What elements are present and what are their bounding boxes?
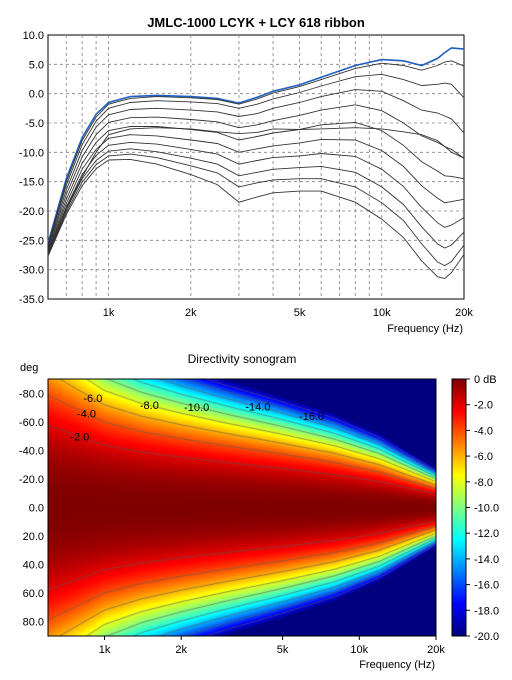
sonogram-y-tick: -80.0 (19, 388, 44, 400)
series-line (47, 148, 465, 256)
sonogram-y-tick: 40.0 (23, 560, 44, 572)
sonogram-y-tick: -60.0 (19, 417, 44, 429)
y-axis-label: deg (20, 362, 38, 374)
series-line (47, 121, 465, 252)
colorbar (452, 379, 466, 636)
y-tick-label: -15.0 (19, 177, 44, 189)
chart-title: JMLC-1000 LCYK + LCY 618 ribbon (147, 15, 365, 30)
colorbar-tick-label: -20.0 (474, 631, 499, 643)
contour-label: -14.0 (245, 402, 270, 414)
x-axis-ticks: 1k 2k 5k 10k 20k (103, 307, 474, 319)
x-tick-label: 5k (294, 307, 306, 319)
x-tick-label: 20k (455, 307, 473, 319)
contour-labels: -6.0 -4.0 -8.0 -10.0 -14.0 -16.0 -2.0 (70, 393, 324, 443)
colorbar-tick-label: -8.0 (474, 477, 493, 489)
series-line (47, 73, 465, 247)
y-tick-label: -20.0 (19, 206, 44, 218)
sonogram-x-tick: 1k (99, 644, 111, 656)
y-tick-label: 10.0 (23, 30, 44, 42)
sonogram-y-ticks: -80.0 -60.0 -40.0 -20.0 0.0 20.0 40.0 60.0 80.0 (19, 388, 44, 628)
y-tick-label: -10.0 (19, 147, 44, 159)
y-tick-label: -25.0 (19, 235, 44, 247)
sonogram-y-tick: 60.0 (23, 588, 44, 600)
series-line (47, 153, 465, 267)
x-tick-label: 10k (373, 307, 391, 319)
series-lines (47, 47, 465, 279)
colorbar-tick-label: -14.0 (474, 554, 499, 566)
y-tick-label: -35.0 (19, 294, 44, 306)
sonogram-x-ticks: 1k 2k 5k 10k 20k (99, 636, 445, 656)
colorbar-tick-label: -18.0 (474, 605, 499, 617)
series-line (47, 104, 465, 250)
heatmap-image (48, 379, 436, 636)
colorbar-tick-label: -2.0 (474, 400, 493, 412)
colorbar-tick-label: -6.0 (474, 451, 493, 463)
y-tick-label: 5.0 (29, 59, 44, 71)
colorbar-tick-label: -16.0 (474, 580, 499, 592)
sonogram-y-tick: -20.0 (19, 474, 44, 486)
sonogram-x-tick: 2k (175, 644, 187, 656)
series-line (47, 60, 465, 246)
series-line (47, 89, 465, 249)
heatmap-frame (47, 378, 437, 637)
sonogram-y-tick: 80.0 (23, 617, 44, 629)
colorbar-tick-label: 0 dB (474, 374, 497, 386)
x-tick-label: 1k (103, 307, 115, 319)
frequency-response-chart: JMLC-1000 LCYK + LCY 618 ribbon 10.0 5.0 0… (19, 15, 473, 335)
series-line (47, 134, 465, 253)
y-axis-ticks: 10.0 5.0 0.0 -5.0 -10.0 -15.0 -20.0 -25.0 -30.0 -… (19, 30, 44, 306)
y-tick-label: -5.0 (25, 118, 44, 130)
contour-label: -4.0 (77, 408, 96, 420)
sonogram-x-tick: 20k (427, 644, 445, 656)
series-line (47, 158, 465, 279)
contour-label: -10.0 (184, 402, 209, 414)
x-axis-label: Frequency (Hz) (387, 323, 463, 335)
sonogram-y-tick: -40.0 (19, 445, 44, 457)
sonogram-x-label: Frequency (Hz) (359, 659, 435, 671)
sonogram-title: Directivity sonogram (188, 352, 297, 366)
x-tick-label: 2k (185, 307, 197, 319)
colorbar-tick-label: -12.0 (474, 528, 499, 540)
series-line (47, 141, 465, 254)
directivity-sonogram: Directivity sonogram deg -6.0 -4.0 -8.0 -10… (19, 352, 499, 671)
colorbar-tick-label: -4.0 (474, 425, 493, 437)
sonogram-x-tick: 5k (277, 644, 289, 656)
sonogram-x-tick: 10k (350, 644, 368, 656)
y-tick-label: 0.0 (29, 89, 44, 101)
contour-label: -16.0 (299, 411, 324, 423)
colorbar-tick-label: -10.0 (474, 503, 499, 515)
contour-label: -6.0 (83, 393, 102, 405)
colorbar-ticks: 0 dB -2.0 -4.0 -6.0 -8.0 -10.0 -12.0 -14.0 -16.0… (466, 374, 499, 643)
sonogram-y-tick: 20.0 (23, 531, 44, 543)
plot-area (47, 34, 465, 300)
contour-label: -8.0 (140, 400, 159, 412)
y-tick-label: -30.0 (19, 265, 44, 277)
sonogram-y-tick: 0.0 (29, 503, 44, 515)
contour-label: -2.0 (70, 431, 89, 443)
grid (48, 35, 464, 299)
series-line (47, 47, 465, 244)
